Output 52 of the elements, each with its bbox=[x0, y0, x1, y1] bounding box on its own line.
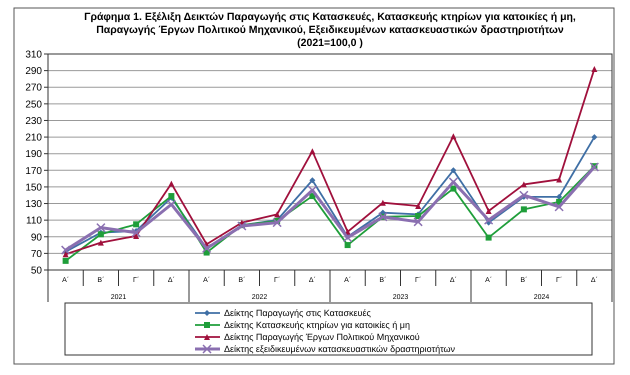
point bbox=[520, 181, 527, 188]
point bbox=[96, 222, 106, 232]
legend-label: Δείκτης Παραγωγής Έργων Πολιτικού Μηχανικού bbox=[224, 332, 420, 342]
point bbox=[168, 180, 174, 187]
y-tick-label: 50 bbox=[30, 266, 42, 276]
chart-title: Γράφημα 1. Εξέλιξη Δεικτών Παραγωγής στις Κατασκευές, Κατασκευής κτηρίων για κατοικίες ή μη, Παραγωγής Έργων Πολιτικού Μηχανικού, Εξειδικευμένων κατασκευαστικών δραστηριοτήτων (2021=100,0 ) bbox=[84, 11, 576, 49]
point bbox=[450, 133, 456, 140]
point bbox=[554, 202, 564, 212]
point bbox=[62, 258, 69, 264]
legend-label: Δείκτης Κατασκευής κτηρίων για κατοικίες ή μη bbox=[224, 320, 410, 330]
point bbox=[520, 206, 527, 212]
y-tick-label: 90 bbox=[30, 232, 42, 244]
point bbox=[98, 240, 104, 246]
point bbox=[484, 215, 494, 225]
point bbox=[450, 167, 456, 174]
y-tick-label: 270 bbox=[25, 82, 42, 94]
point bbox=[486, 208, 492, 214]
point bbox=[133, 221, 140, 228]
point bbox=[486, 234, 492, 241]
legend-label: Δείκτης Παραγωγής στις Κατασκευές bbox=[224, 308, 372, 318]
y-tick-label: 250 bbox=[25, 99, 42, 110]
point bbox=[166, 200, 176, 210]
y-tick-label: 290 bbox=[25, 66, 42, 78]
point bbox=[415, 203, 422, 210]
y-tick-label: 190 bbox=[25, 149, 42, 160]
point bbox=[591, 66, 598, 72]
point bbox=[342, 232, 352, 242]
point bbox=[590, 162, 600, 172]
y-tick-label: 150 bbox=[25, 182, 42, 194]
point bbox=[308, 185, 318, 195]
y-tick-label: 310 bbox=[25, 50, 42, 60]
y-tick-label: 70 bbox=[30, 248, 42, 260]
y-tick-label: 170 bbox=[25, 166, 42, 177]
point bbox=[309, 177, 316, 184]
point bbox=[556, 176, 562, 182]
point bbox=[344, 242, 351, 248]
point bbox=[237, 221, 247, 231]
y-tick-label: 230 bbox=[25, 116, 42, 127]
y-tick-label: 110 bbox=[26, 216, 42, 227]
y-tick-label: 210 bbox=[25, 132, 42, 144]
point bbox=[413, 217, 423, 227]
point bbox=[60, 245, 70, 255]
point bbox=[274, 211, 280, 218]
point bbox=[450, 186, 456, 192]
point bbox=[591, 134, 598, 140]
legend-label: Δείκτης εξειδικευμένων κατασκευαστικών δραστηριοτήτων bbox=[224, 344, 456, 354]
point bbox=[131, 228, 141, 238]
point bbox=[309, 148, 316, 154]
point bbox=[272, 218, 282, 228]
y-tick-label: 130 bbox=[25, 199, 42, 210]
point bbox=[62, 251, 69, 258]
point bbox=[519, 190, 529, 200]
